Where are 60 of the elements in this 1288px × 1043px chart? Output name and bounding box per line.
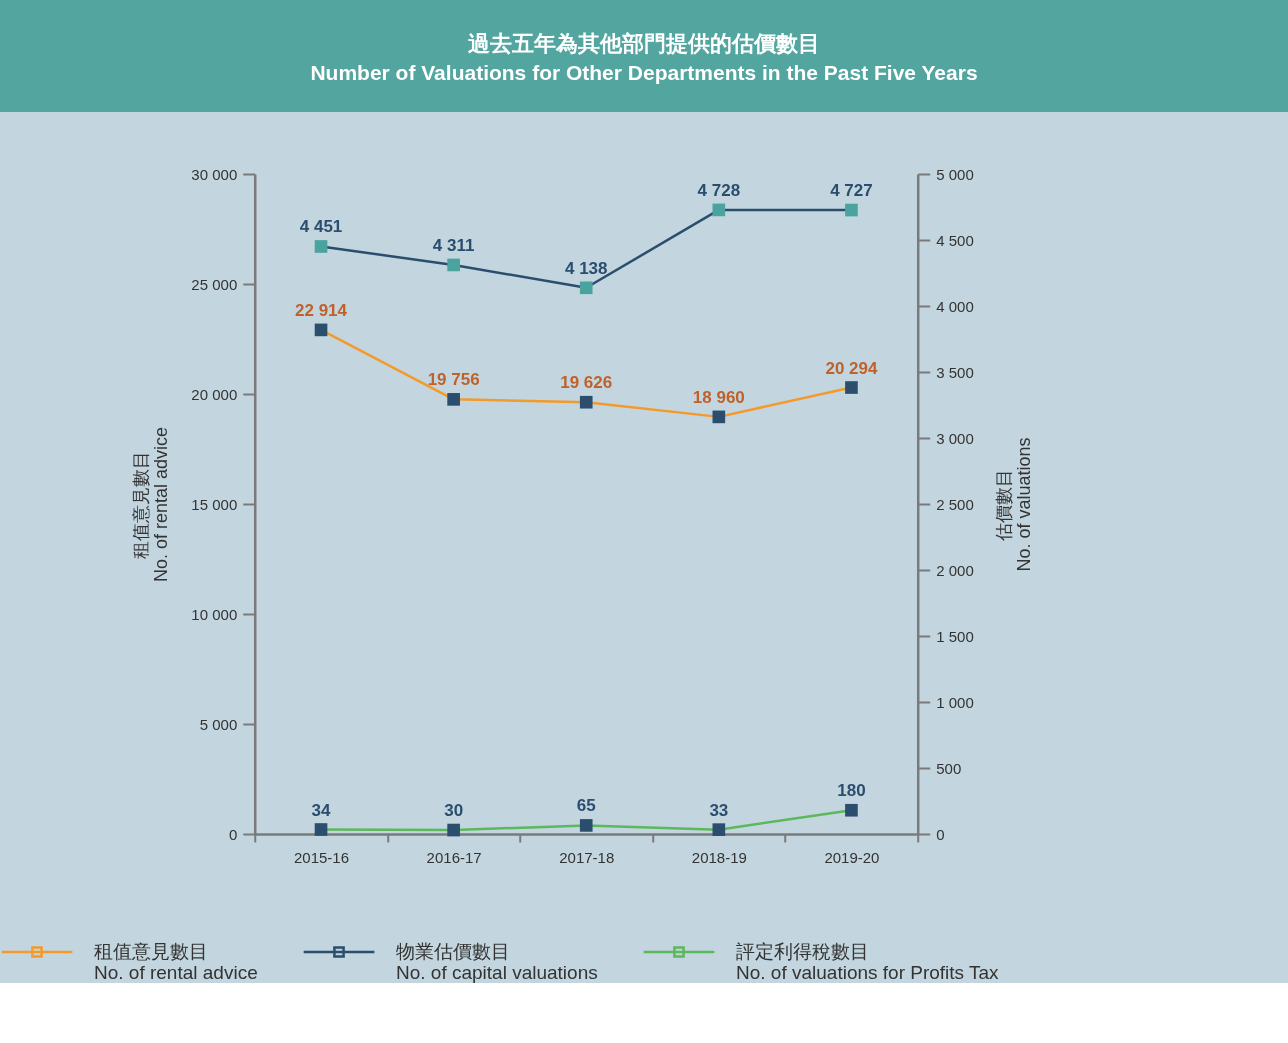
y2-tick-label: 3 500 bbox=[936, 363, 974, 381]
data-label: 4 728 bbox=[697, 180, 741, 200]
data-label: 19 756 bbox=[427, 370, 480, 390]
y2-tick-label: 4 500 bbox=[936, 231, 974, 249]
data-label: 20 294 bbox=[825, 358, 878, 378]
legend-label: 物業估價數目 No. of capital valuations bbox=[396, 941, 598, 983]
point bbox=[579, 395, 593, 409]
point bbox=[314, 823, 328, 836]
chart-subtitle: Number of Valuations for Other Departments in the Past Five Years bbox=[310, 61, 978, 84]
y2-tick-label: 2 000 bbox=[936, 561, 974, 579]
y2-tick-label: 1 000 bbox=[936, 693, 974, 711]
data-label: 4 451 bbox=[299, 217, 343, 237]
point bbox=[447, 258, 460, 272]
point bbox=[314, 240, 328, 253]
y2-axis-title: 估價數目 No. of valuations bbox=[993, 437, 1034, 572]
data-label: 30 bbox=[444, 801, 464, 821]
y2-tick-label: 500 bbox=[936, 759, 962, 777]
y-tick-label: 15 000 bbox=[191, 495, 238, 513]
point bbox=[712, 203, 726, 217]
x-tick-label: 2017-18 bbox=[559, 848, 615, 866]
data-label: 4 727 bbox=[830, 181, 873, 201]
y2-tick-label: 4 000 bbox=[936, 297, 974, 315]
y-tick-label: 10 000 bbox=[191, 605, 238, 623]
y2-tick-label: 0 bbox=[936, 825, 945, 843]
y2-tick-label: 1 500 bbox=[936, 627, 974, 645]
x-tick-label: 2015-16 bbox=[294, 848, 350, 866]
y2-tick-label: 3 000 bbox=[936, 429, 974, 447]
point bbox=[845, 203, 858, 217]
data-label: 19 626 bbox=[560, 373, 613, 393]
y-axis-title: 租值意見數目 No. of rental advice bbox=[131, 426, 172, 583]
data-label: 34 bbox=[311, 800, 332, 820]
y2-tick-label: 5 000 bbox=[936, 165, 974, 183]
data-label: 33 bbox=[709, 800, 729, 820]
y-tick-label: 25 000 bbox=[191, 275, 238, 293]
data-label: 22 914 bbox=[295, 300, 348, 320]
y-tick-label: 30 000 bbox=[191, 165, 238, 183]
point bbox=[447, 823, 460, 837]
point bbox=[447, 393, 460, 406]
data-label: 65 bbox=[576, 796, 596, 816]
point bbox=[579, 819, 593, 832]
x-tick-label: 2018-19 bbox=[691, 848, 747, 866]
y-tick-label: 0 bbox=[228, 825, 238, 843]
point bbox=[712, 823, 726, 836]
point bbox=[712, 410, 726, 424]
legend-label: 評定利得稅數目 No. of valuations for Profits Tax bbox=[736, 941, 1000, 983]
point bbox=[579, 281, 593, 295]
y-tick-label: 20 000 bbox=[191, 385, 238, 403]
y2-tick-label: 2 500 bbox=[936, 495, 974, 513]
y-tick-label: 5 000 bbox=[199, 715, 238, 733]
chart-title: 過去五年為其他部門提供的估價數目 bbox=[468, 31, 820, 56]
x-tick-label: 2019-20 bbox=[824, 848, 880, 866]
legend-label: 租值意見數目 No. of rental advice bbox=[94, 941, 258, 983]
data-label: 4 138 bbox=[564, 258, 608, 278]
data-label: 180 bbox=[837, 781, 866, 801]
data-label: 18 960 bbox=[692, 387, 745, 407]
point bbox=[314, 323, 328, 337]
point bbox=[845, 381, 858, 394]
data-label: 4 311 bbox=[432, 235, 475, 255]
point bbox=[845, 803, 858, 817]
x-tick-label: 2016-17 bbox=[426, 848, 482, 866]
